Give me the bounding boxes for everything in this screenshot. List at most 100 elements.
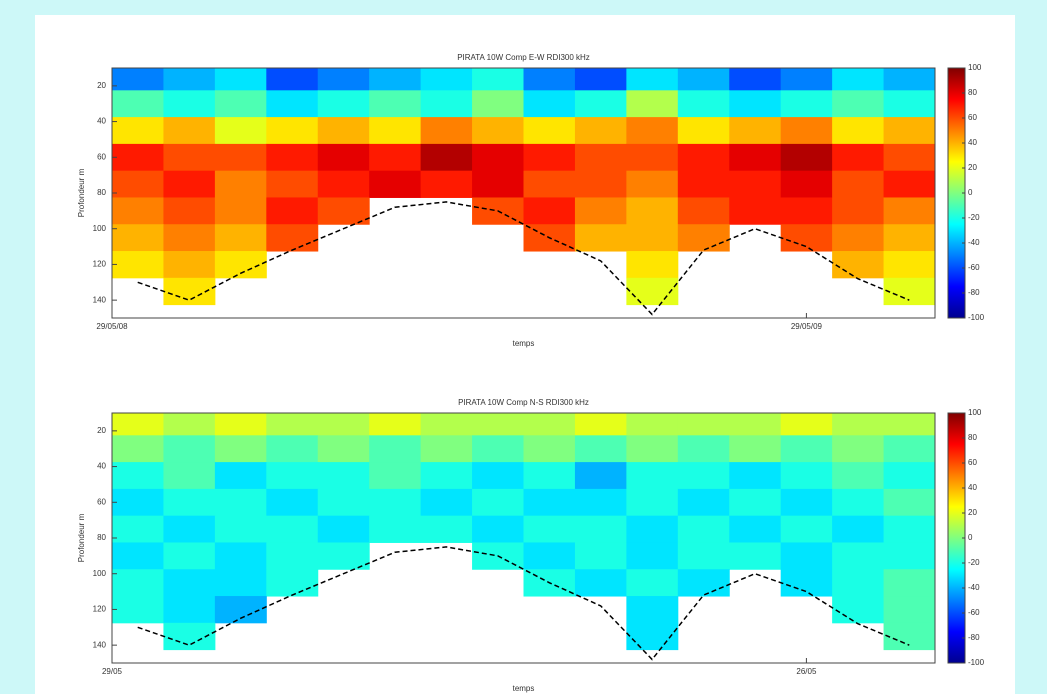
contour-cell [317,462,370,490]
contour-cell [266,462,319,490]
colorbar-tick-label: -40 [968,583,980,592]
colorbar-tick-label: 80 [968,433,977,442]
contour-cell [214,224,267,252]
contour-cell [214,143,267,172]
contour-cell [883,224,935,252]
contour-cell [112,170,164,198]
colorbar-tick-label: -60 [968,263,980,272]
contour-cell [472,515,524,543]
contour-cell [883,197,935,225]
contour-cell [677,90,730,118]
contour-cell [266,413,319,436]
contour-cell [780,68,833,91]
contour-cell [420,435,473,463]
contour-cell [780,515,833,543]
contour-cell [574,462,627,490]
chart-title: PIRATA 10W Comp N-S RDI300 kHz [458,398,589,407]
contour-cell [523,413,576,436]
contour-cell [780,224,833,252]
contour-cell [266,117,319,145]
contour-cell [472,68,524,91]
y-tick-label: 80 [97,533,106,542]
contour-cell [626,515,679,543]
contour-cell [420,68,473,91]
contour-cell [780,462,833,490]
contour-cell [317,90,370,118]
contour-cell [574,68,627,91]
contour-cell [677,488,730,517]
chart-title: PIRATA 10W Comp E-W RDI300 kHz [457,53,590,62]
contour-cell [574,435,627,463]
contour-cell [523,462,576,490]
contour-cell [832,224,885,252]
contour-cell [420,117,473,145]
colorbar-tick-label: 20 [968,163,977,172]
contour-cell [369,117,422,145]
seafloor-line [137,201,910,316]
contour-cell [626,90,679,118]
contour-cell [523,90,576,118]
contour-cell [626,197,679,225]
contour-cell [214,515,267,543]
contour-cell [832,413,885,436]
contour-cell [472,90,524,118]
contour-cell [677,569,730,597]
contour-cell [266,542,319,570]
contour-cell [832,542,885,570]
contour-cell [832,569,885,597]
contour-cell [780,542,833,570]
contour-cell [420,488,473,517]
colorbar-tick-label: -100 [968,313,985,322]
contour-cell [574,143,627,172]
contour-cell [266,515,319,543]
contour-cell [626,488,679,517]
contour-cell [729,197,782,225]
y-tick-label: 100 [93,569,107,578]
contour-cell [883,90,935,118]
contour-cell [420,462,473,490]
contour-field [112,68,935,306]
contour-cell [317,435,370,463]
contour-cell [523,435,576,463]
contour-cell [214,197,267,225]
contour-cell [266,170,319,198]
contour-cell [832,143,885,172]
colorbar-tick-label: -80 [968,288,980,297]
contour-cell [163,462,216,490]
contour-cell [574,90,627,118]
y-tick-label: 40 [97,462,106,471]
contour-cell [214,488,267,517]
contour-cell [472,488,524,517]
contour-cell [729,488,782,517]
contour-cell [832,68,885,91]
contour-cell [266,224,319,252]
contour-cell [677,170,730,198]
contour-cell [214,90,267,118]
seafloor-line [137,546,910,661]
y-tick-label: 20 [97,426,106,435]
contour-cell [317,170,370,198]
contour-cell [883,117,935,145]
contour-cell [677,435,730,463]
contour-cell [112,435,164,463]
contour-cell [677,68,730,91]
y-tick-label: 120 [93,605,107,614]
contour-cell [626,143,679,172]
contour-cell [677,515,730,543]
contour-cell [780,569,833,597]
contour-cell [369,515,422,543]
contour-cell [420,90,473,118]
contour-cell [163,488,216,517]
contour-cell [574,117,627,145]
contour-cell [729,462,782,490]
contour-cell [163,143,216,172]
contour-cell [112,251,164,279]
colorbar-tick-label: 60 [968,113,977,122]
contour-cell [112,488,164,517]
contour-cell [883,277,935,306]
contour-cell [729,68,782,91]
contour-cell [626,435,679,463]
contour-cell [883,462,935,490]
colorbar-tick-label: 20 [968,508,977,517]
